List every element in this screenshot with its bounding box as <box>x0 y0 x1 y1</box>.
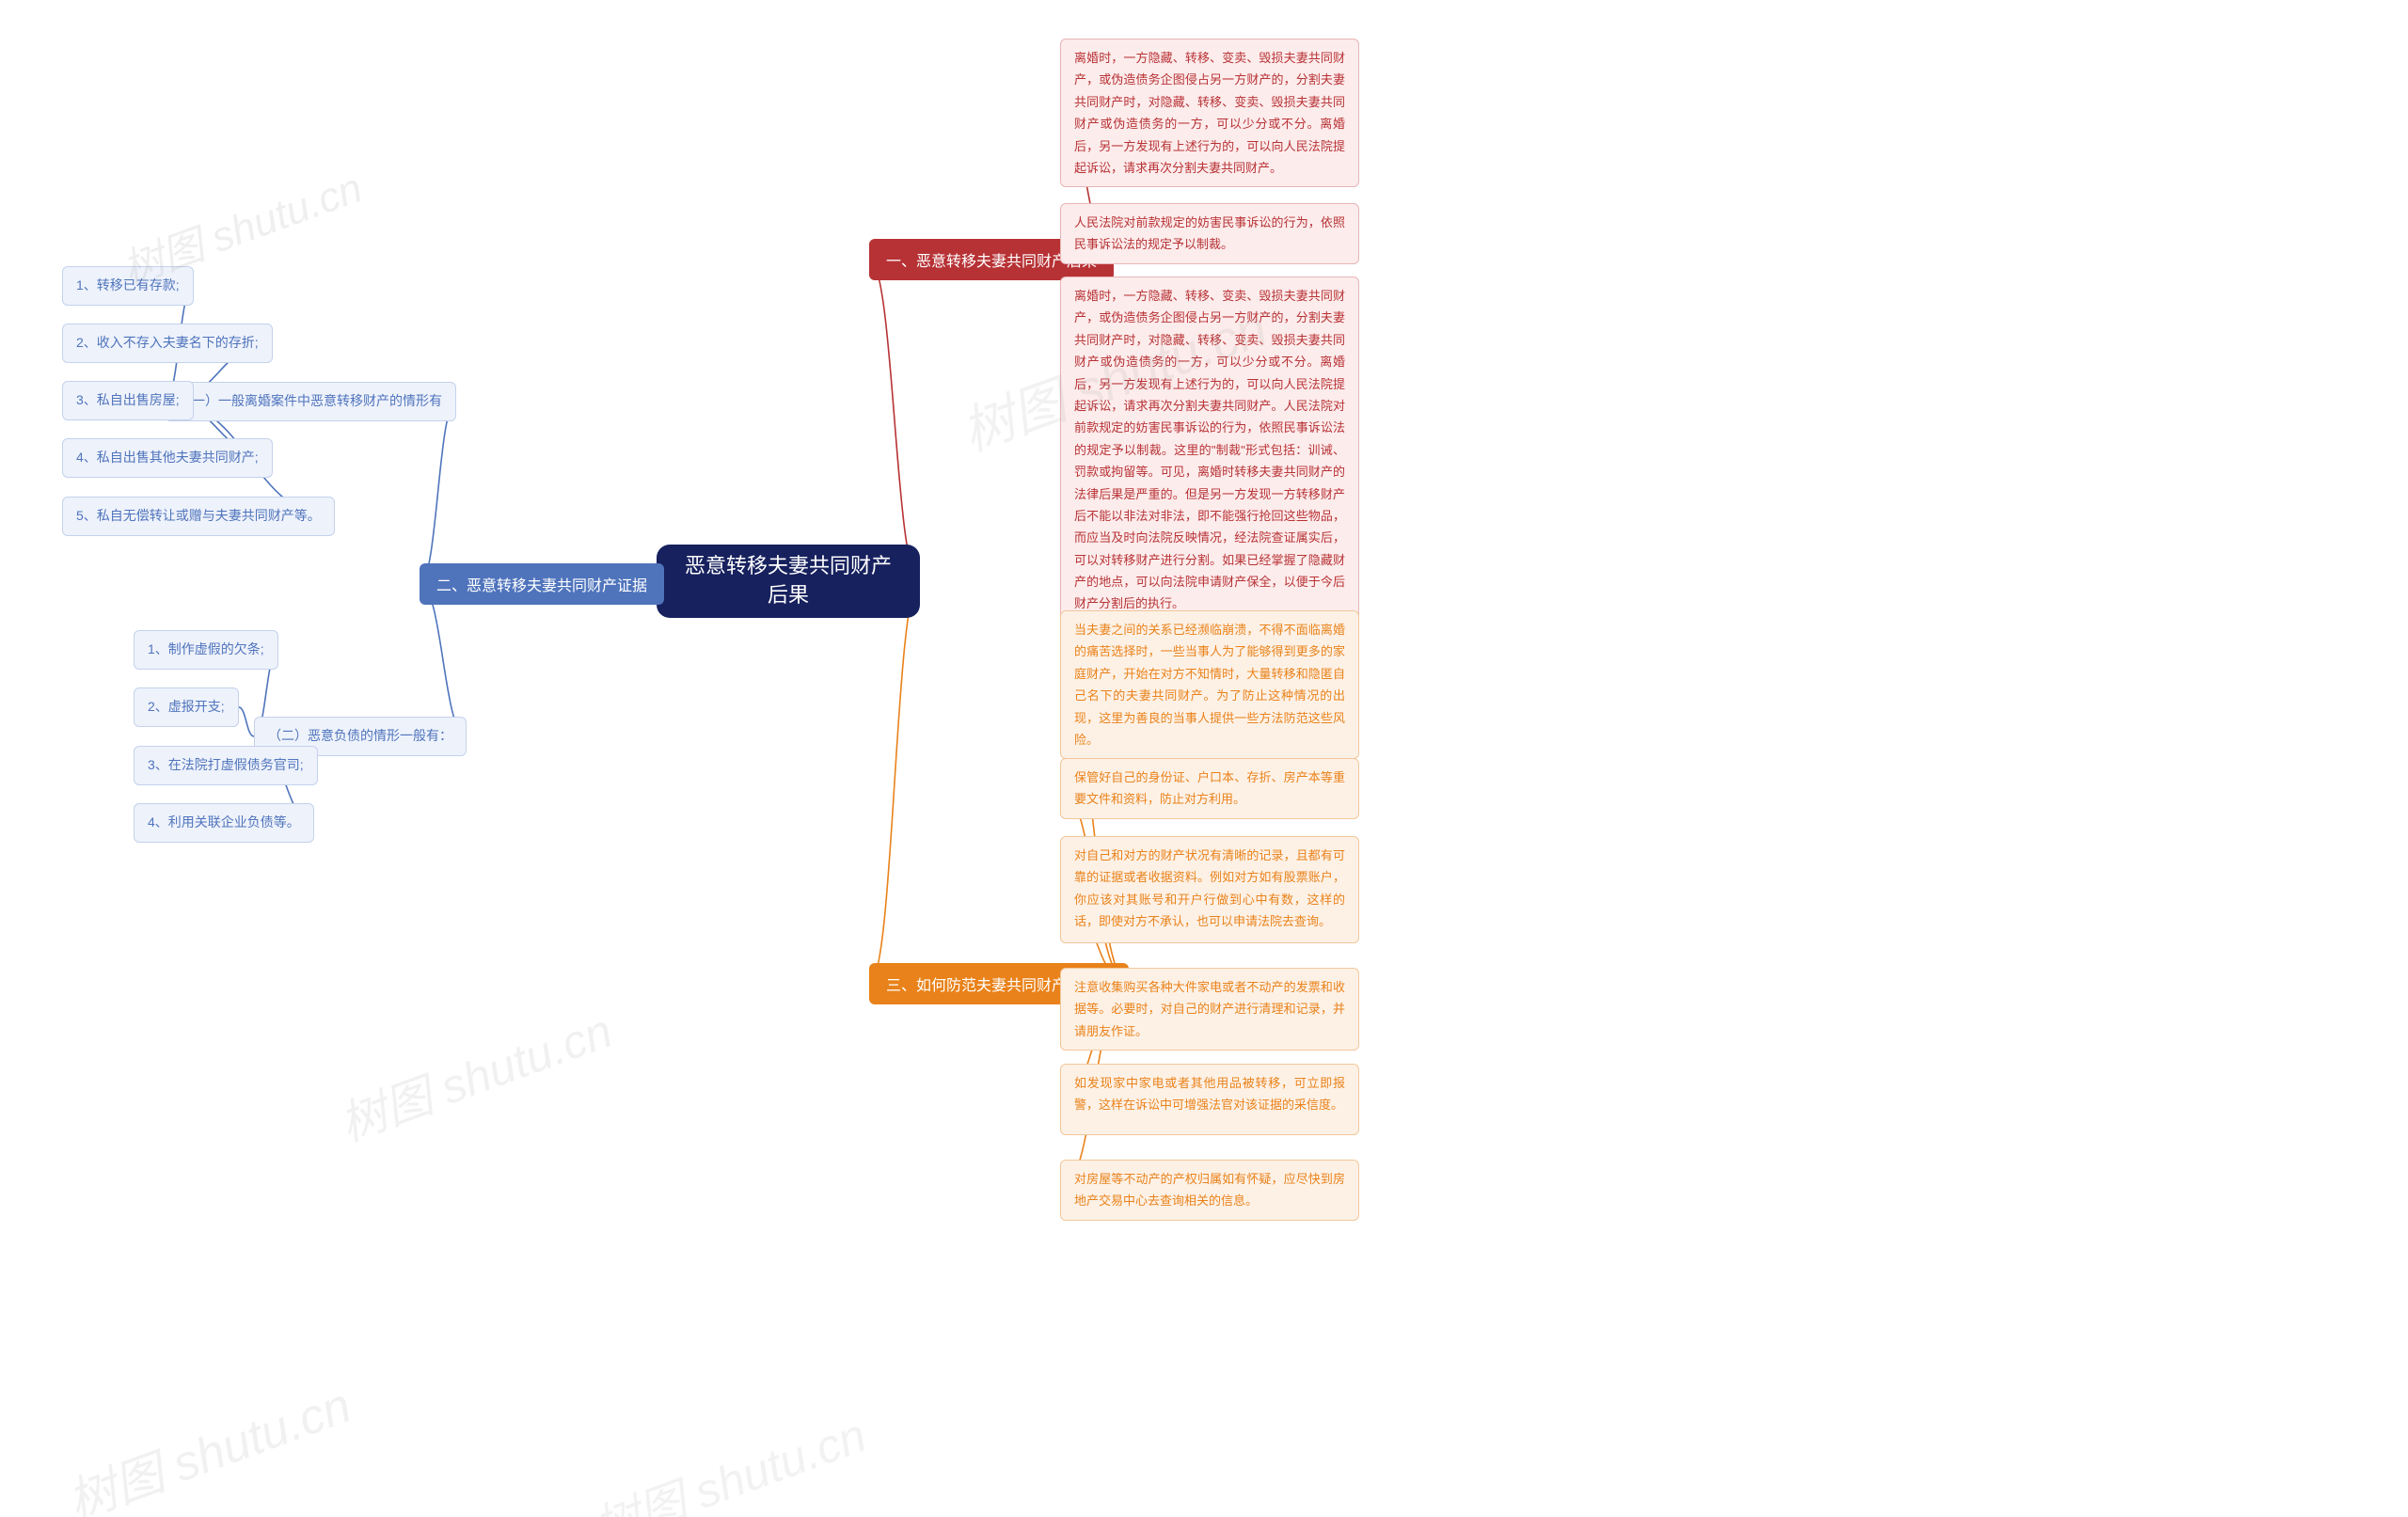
branch-evidence[interactable]: 二、恶意转移夫妻共同财产证据 <box>420 563 664 605</box>
leaf-text: 离婚时，一方隐藏、转移、变卖、毁损夫妻共同财产，或伪造债务企图侵占另一方财产的，… <box>1074 289 1345 610</box>
leaf-text: 3、在法院打虚假债务官司; <box>148 757 304 772</box>
sub-b2-1[interactable]: （一）一般离婚案件中恶意转移财产的情形有 <box>165 382 456 421</box>
leaf-text: 当夫妻之间的关系已经濒临崩溃，不得不面临离婚的痛苦选择时，一些当事人为了能够得到… <box>1074 623 1345 747</box>
leaf-text: 2、虚报开支; <box>148 699 225 714</box>
leaf-b1-2[interactable]: 人民法院对前款规定的妨害民事诉讼的行为，依照民事诉讼法的规定予以制裁。 <box>1060 203 1359 264</box>
leaf-b3-5[interactable]: 如发现家中家电或者其他用品被转移，可立即报警，这样在诉讼中可增强法官对该证据的采… <box>1060 1064 1359 1135</box>
leaf-b2s1-5[interactable]: 5、私自无偿转让或赠与夫妻共同财产等。 <box>62 497 335 536</box>
leaf-text: 如发现家中家电或者其他用品被转移，可立即报警，这样在诉讼中可增强法官对该证据的采… <box>1074 1076 1345 1112</box>
leaf-b2s2-4[interactable]: 4、利用关联企业负债等。 <box>134 803 314 843</box>
leaf-b3-6[interactable]: 对房屋等不动产的产权归属如有怀疑，应尽快到房地产交易中心去查询相关的信息。 <box>1060 1160 1359 1221</box>
leaf-text: 人民法院对前款规定的妨害民事诉讼的行为，依照民事诉讼法的规定予以制裁。 <box>1074 215 1345 251</box>
leaf-b1-3[interactable]: 离婚时，一方隐藏、转移、变卖、毁损夫妻共同财产，或伪造债务企图侵占另一方财产的，… <box>1060 277 1359 624</box>
leaf-b2s2-2[interactable]: 2、虚报开支; <box>134 687 239 727</box>
leaf-b2s1-4[interactable]: 4、私自出售其他夫妻共同财产; <box>62 438 273 478</box>
leaf-text: 注意收集购买各种大件家电或者不动产的发票和收据等。必要时，对自己的财产进行清理和… <box>1074 980 1345 1038</box>
leaf-text: 4、私自出售其他夫妻共同财产; <box>76 450 259 465</box>
branch-label: 二、恶意转移夫妻共同财产证据 <box>436 573 647 595</box>
leaf-b2s1-1[interactable]: 1、转移已有存款; <box>62 266 194 306</box>
leaf-b2s1-2[interactable]: 2、收入不存入夫妻名下的存折; <box>62 324 273 363</box>
watermark: 树图 shutu.cn <box>583 1398 874 1517</box>
leaf-b2s2-1[interactable]: 1、制作虚假的欠条; <box>134 630 278 670</box>
leaf-text: 1、制作虚假的欠条; <box>148 641 264 656</box>
leaf-b3-1[interactable]: 当夫妻之间的关系已经濒临崩溃，不得不面临离婚的痛苦选择时，一些当事人为了能够得到… <box>1060 610 1359 759</box>
mindmap-root[interactable]: 恶意转移夫妻共同财产后果 <box>657 545 920 618</box>
leaf-text: 5、私自无偿转让或赠与夫妻共同财产等。 <box>76 508 321 523</box>
leaf-text: 对房屋等不动产的产权归属如有怀疑，应尽快到房地产交易中心去查询相关的信息。 <box>1074 1172 1345 1208</box>
watermark: 树图 shutu.cn <box>56 1366 359 1517</box>
leaf-b3-4[interactable]: 注意收集购买各种大件家电或者不动产的发票和收据等。必要时，对自己的财产进行清理和… <box>1060 968 1359 1051</box>
leaf-text: 离婚时，一方隐藏、转移、变卖、毁损夫妻共同财产，或伪造债务企图侵占另一方财产的，… <box>1074 51 1345 175</box>
sub-label: （一）一般离婚案件中恶意转移财产的情形有 <box>179 393 442 408</box>
leaf-b2s2-3[interactable]: 3、在法院打虚假债务官司; <box>134 746 318 785</box>
leaf-b2s1-3[interactable]: 3、私自出售房屋; <box>62 381 194 420</box>
leaf-b3-3[interactable]: 对自己和对方的财产状况有清晰的记录，且都有可靠的证据或者收据资料。例如对方如有股… <box>1060 836 1359 943</box>
leaf-text: 2、收入不存入夫妻名下的存折; <box>76 335 259 350</box>
sub-label: （二）恶意负债的情形一般有： <box>268 728 452 743</box>
leaf-text: 对自己和对方的财产状况有清晰的记录，且都有可靠的证据或者收据资料。例如对方如有股… <box>1074 848 1345 928</box>
leaf-b3-2[interactable]: 保管好自己的身份证、户口本、存折、房产本等重要文件和资料，防止对方利用。 <box>1060 758 1359 819</box>
leaf-b1-1[interactable]: 离婚时，一方隐藏、转移、变卖、毁损夫妻共同财产，或伪造债务企图侵占另一方财产的，… <box>1060 39 1359 187</box>
leaf-text: 1、转移已有存款; <box>76 277 180 292</box>
leaf-text: 4、利用关联企业负债等。 <box>148 814 300 830</box>
watermark: 树图 shutu.cn <box>329 993 620 1154</box>
leaf-text: 3、私自出售房屋; <box>76 392 180 407</box>
leaf-text: 保管好自己的身份证、户口本、存折、房产本等重要文件和资料，防止对方利用。 <box>1074 770 1345 806</box>
root-label: 恶意转移夫妻共同财产后果 <box>675 552 901 610</box>
